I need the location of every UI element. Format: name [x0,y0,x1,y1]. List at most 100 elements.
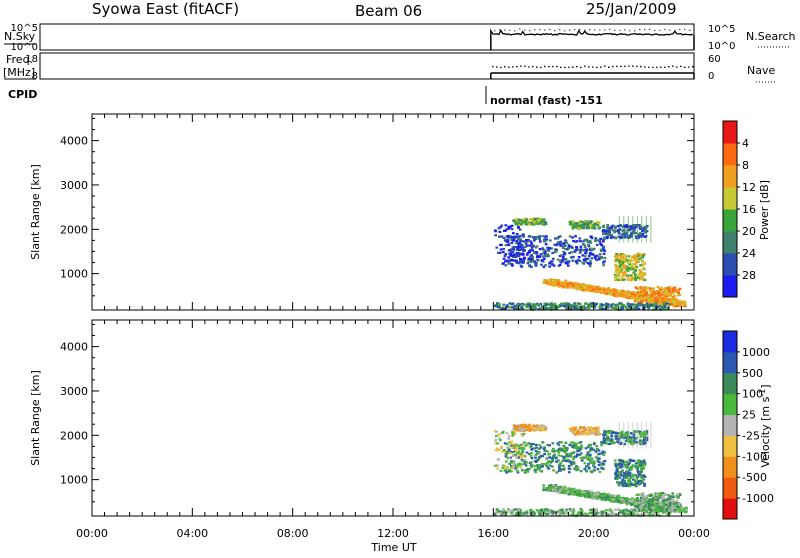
scatter-cell [678,300,681,302]
scatter-cell [623,480,626,482]
scatter-cell [565,262,568,264]
scatter-cell [570,441,573,443]
nsky-strip: N.Sky 10^5 10^0 10^5 10^0 N.Search [4,23,796,53]
scatter-cell [581,446,584,448]
scatter-cell [552,258,555,260]
scatter-cell [666,293,669,295]
scatter-cell [588,456,591,458]
scatter-cell [582,457,585,459]
scatter-cell [600,441,603,443]
scatter-streak [650,216,651,243]
scatter-cell [573,491,576,493]
scatter-cell [572,426,575,428]
scatter-cell [538,238,541,240]
scatter-cell [602,463,605,465]
nsearch-label: N.Search [746,30,796,43]
scatter-cell [549,464,552,466]
scatter-cell [591,253,594,255]
scatter-cell [498,236,501,238]
scatter-cell [640,495,643,497]
scatter-cell [497,304,500,306]
scatter-cell [606,233,609,235]
scatter-cell [547,250,550,252]
scatter-cell [534,471,537,473]
scatter-cell [622,275,625,277]
nave-dot [500,67,502,69]
scatter-cell [558,444,561,446]
scatter-cell [636,499,639,501]
date-label: 25/Jan/2009 [586,0,677,18]
scatter-cell [627,475,630,477]
scatter-cell [542,484,545,486]
scatter-cell [526,254,529,256]
scatter-cell [585,470,588,472]
scatter-cell [598,256,601,258]
scatter-cell [619,264,622,266]
scatter-cell [626,259,629,261]
nave-dot [640,66,642,68]
nave-dot [596,67,598,69]
scatter-cell [617,271,620,273]
scatter-cell [511,263,514,265]
scatter-cell [598,226,601,228]
scatter-cell [505,244,508,246]
scatter-cell [533,425,536,427]
power-frame [92,114,694,310]
scatter-cell [616,481,619,483]
scatter-cell [655,504,658,506]
scatter-cell [568,260,571,262]
scatter-cell [501,235,504,237]
scatter-cell [594,240,597,242]
scatter-cell [577,431,580,433]
scatter-cell [558,236,561,238]
colorbar-cell [723,275,737,298]
nsearch-dot [669,30,670,31]
scatter-cell [645,291,648,293]
scatter-cell [620,255,623,257]
cpid-label: CPID [8,88,37,101]
scatter-cell [497,252,500,254]
power-scatter [494,216,687,311]
scatter-cell [641,260,644,262]
scatter-cell [624,461,627,463]
scatter-cell [596,493,599,495]
scatter-cell [512,303,515,305]
scatter-cell [658,292,661,294]
nsearch-dot [574,29,575,30]
scatter-cell [588,245,591,247]
nsearch-dot [509,30,510,31]
scatter-cell [557,449,560,451]
scatter-cell [563,242,566,244]
scatter-streak [646,216,647,243]
nsky-tick-top: 10^5 [11,23,38,34]
scatter-cell [638,233,641,235]
scatter-cell [508,449,511,451]
scatter-cell [500,244,503,246]
scatter-cell [534,457,537,459]
scatter-cell [632,256,635,258]
scatter-cell [534,469,537,471]
scatter-cell [511,225,514,227]
scatter-cell [615,253,618,255]
scatter-cell [593,226,596,228]
scatter-streak [641,216,642,243]
scatter-cell [669,504,672,506]
scatter-cell [548,444,551,446]
scatter-cell [539,455,542,457]
scatter-cell [622,279,625,281]
scatter-cell [551,304,554,306]
nsearch-dot [594,29,595,30]
scatter-cell [606,224,609,226]
scatter-cell [643,439,646,441]
nsearch-dot [634,30,635,31]
scatter-cell [535,246,538,248]
scatter-cell [571,256,574,258]
scatter-cell [615,277,618,279]
scatter-cell [534,220,537,222]
nsearch-dot [544,29,545,30]
scatter-cell [552,489,555,491]
nave-dot [592,66,594,68]
nave-dot [608,66,610,68]
scatter-cell [621,435,624,437]
